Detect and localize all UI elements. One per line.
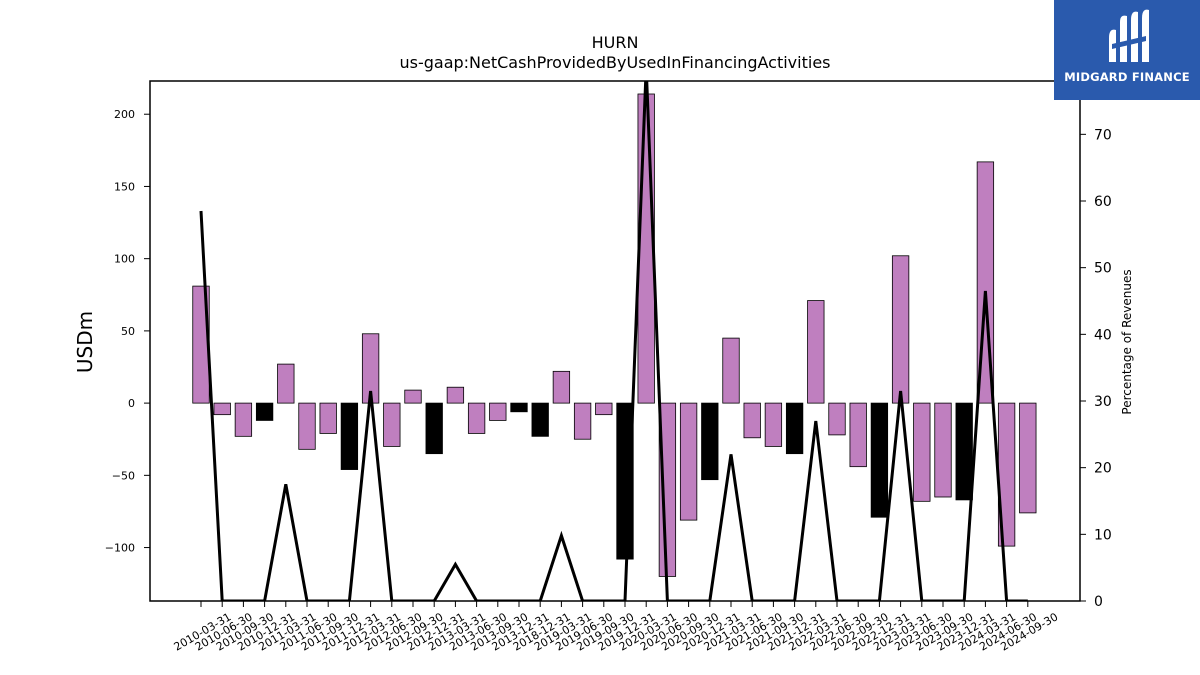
y2-tick-label: 60 — [1094, 194, 1112, 210]
right-axis-ticks: 0 10 20 30 40 50 60 70 — [1080, 127, 1112, 610]
brand-name: MIDGARD FINANCE — [1064, 70, 1190, 84]
bar-2020-09-30 — [679, 402, 698, 521]
bar-2013-03-31 — [446, 386, 465, 404]
bar-2023-06-30 — [913, 402, 931, 502]
bar-2022-03-31 — [807, 300, 825, 404]
bars-group — [192, 93, 1037, 577]
y2-axis-label: Percentage of Revenues — [1120, 269, 1134, 414]
bar-2013-06-30 — [467, 402, 486, 434]
y-tick-label: 100 — [114, 253, 135, 266]
y-tick-label: 200 — [114, 108, 135, 121]
y-tick-label: 0 — [128, 397, 135, 410]
bar-2022-06-30 — [828, 402, 846, 436]
y2-tick-label: 50 — [1094, 261, 1112, 277]
y2-tick-label: 10 — [1094, 527, 1112, 543]
percentage-line — [199, 81, 1028, 601]
bar-2010-12-31 — [255, 402, 274, 421]
midgard-logo-icon — [1109, 9, 1149, 63]
bar-2019-06-30 — [573, 402, 592, 440]
bar-2021-03-31 — [722, 337, 740, 404]
bar-2023-12-31 — [955, 402, 973, 501]
bar-2011-06-30 — [298, 402, 316, 450]
y-tick-label: −100 — [105, 542, 135, 555]
y-axis-label: USDm — [73, 311, 97, 373]
bar-2013-09-30 — [489, 402, 507, 421]
bar-2022-12-31 — [870, 402, 889, 518]
bar-2021-12-31 — [785, 402, 804, 455]
y2-tick-label: 0 — [1094, 594, 1103, 610]
y2-tick-label: 70 — [1094, 127, 1112, 143]
bar-2023-09-30 — [934, 402, 952, 498]
bar-2013-12-31 — [510, 402, 528, 413]
bar-2019-03-31 — [552, 370, 571, 404]
bar-2021-06-30 — [743, 402, 761, 439]
bar-2020-12-31 — [701, 402, 719, 481]
bar-2012-06-30 — [383, 402, 401, 447]
bar-2024-09-30 — [1019, 402, 1037, 514]
y-tick-label: 50 — [121, 325, 135, 338]
bar-2012-09-30 — [404, 389, 422, 404]
y-tick-label: −50 — [112, 469, 135, 482]
bar-2018-12-31 — [531, 402, 549, 437]
y-tick-label: 150 — [114, 180, 135, 193]
brand-logo: MIDGARD FINANCE — [1054, 0, 1200, 100]
bar-2010-06-30 — [213, 402, 231, 416]
bar-2011-03-31 — [277, 363, 295, 404]
bar-2019-09-30 — [595, 402, 613, 416]
line-group — [199, 81, 1028, 601]
bar-2010-09-30 — [234, 402, 253, 437]
y2-tick-label: 30 — [1094, 394, 1112, 410]
bar-2022-09-30 — [849, 402, 867, 468]
plot-frame — [149, 80, 1081, 602]
y2-tick-label: 20 — [1094, 461, 1112, 477]
y2-tick-label: 40 — [1094, 327, 1112, 343]
chart-title: HURN — [592, 33, 639, 52]
x-axis-ticks: 2010-03-312010-06-302010-09-302010-12-31… — [172, 601, 1060, 654]
bar-2021-09-30 — [764, 402, 783, 447]
left-axis-ticks: −100 −50 0 50 100 150 200 — [105, 108, 150, 555]
bar-2012-12-31 — [425, 402, 443, 455]
bar-2011-09-30 — [319, 402, 337, 434]
bar-2023-03-31 — [891, 255, 910, 404]
chart-subtitle: us-gaap:NetCashProvidedByUsedInFinancing… — [399, 53, 830, 72]
bar-2011-12-31 — [340, 402, 359, 470]
